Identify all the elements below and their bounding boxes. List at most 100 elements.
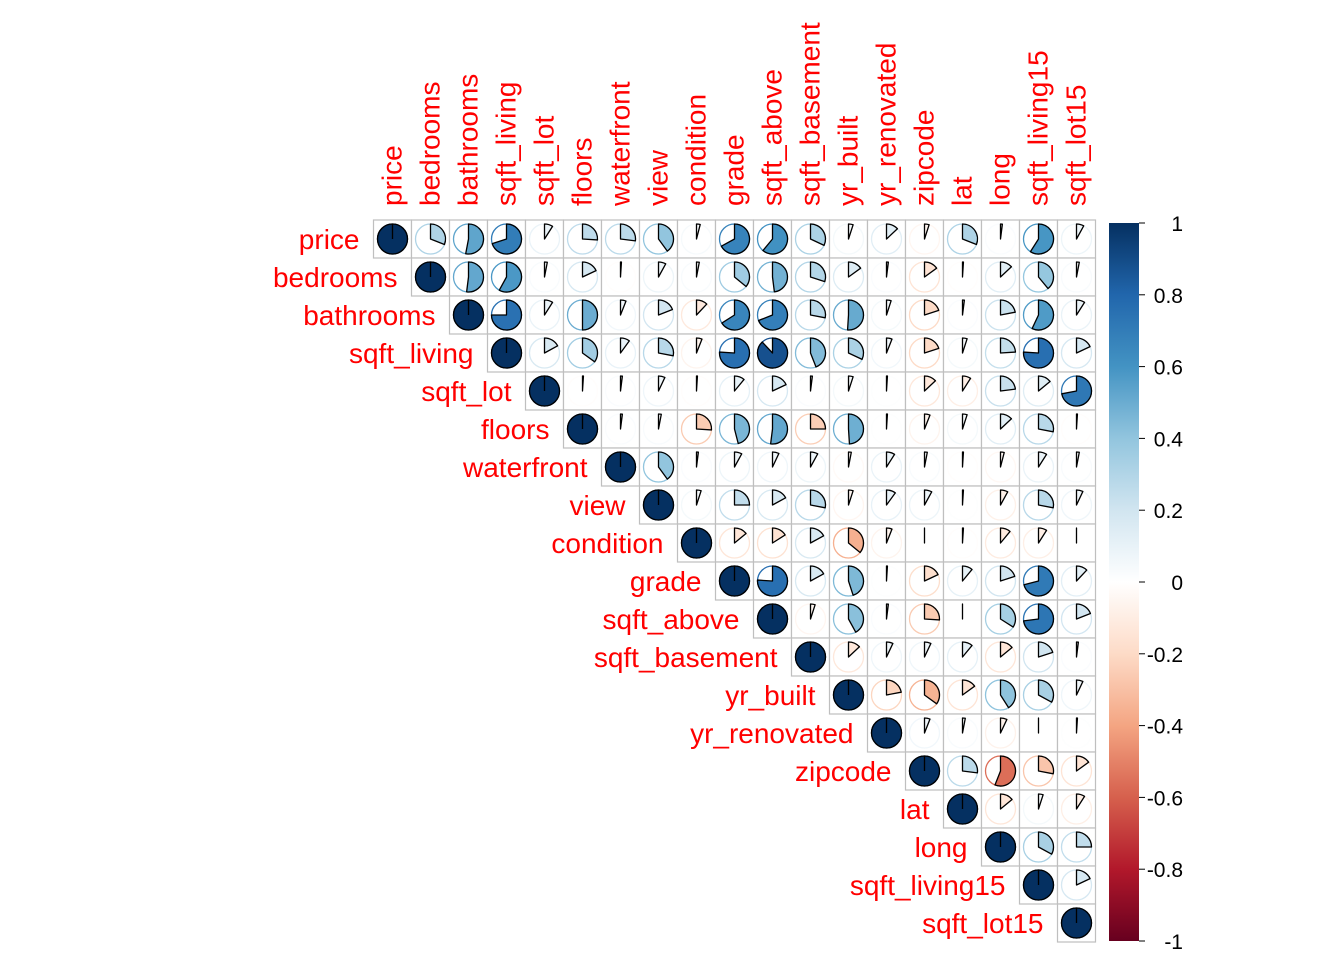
column-label-long: long [985,153,1016,206]
pie-waterfront-waterfront [604,451,637,483]
row-label-zipcode: zipcode [795,756,892,787]
pie-bathrooms-yr_renovated [870,299,903,331]
pie-price-sqft_lot15 [1060,223,1093,255]
pie-bedrooms-sqft_lot15 [1060,261,1093,293]
row-label-grade: grade [630,566,702,597]
pie-bathrooms-sqft_living [490,299,523,331]
pie-yr_renovated-long [984,717,1017,749]
pie-sqft_living15-sqft_living15 [1022,869,1055,901]
pie-price-sqft_above [756,223,789,255]
pie-waterfront-yr_renovated [870,451,903,483]
pie-grade-long [984,565,1017,597]
pie-bathrooms-sqft_above [756,299,789,331]
pie-grade-sqft_living15 [1022,565,1055,597]
pie-bedrooms-bathrooms [452,261,485,293]
pie-waterfront-sqft_living15 [1022,451,1055,483]
row-label-price: price [299,224,360,255]
pie-price-view [642,223,675,255]
pie-sqft_basement-zipcode [908,641,941,673]
column-label-condition: condition [681,94,712,206]
colorbar-tick-label: 0.4 [1154,428,1184,451]
pie-bathrooms-yr_built [832,299,865,331]
pie-sqft_lot-condition [680,375,713,407]
pie-price-zipcode [908,223,941,255]
pie-waterfront-zipcode [908,451,941,483]
color-legend: 1 0.8 0.6 0.4 0.2 0 -0.2 -0.4 -0.6 -0.8 -1 [1109,213,1183,954]
pie-condition-sqft_basement [794,527,827,559]
pie-zipcode-sqft_living15 [1022,755,1055,787]
pie-sqft_living-condition [680,337,713,369]
row-label-yr_renovated: yr_renovated [690,718,853,749]
pie-price-bedrooms [414,223,447,255]
pie-condition-sqft_living15 [1022,527,1055,559]
pie-sqft_above-yr_built [832,603,865,635]
pie-grade-sqft_basement [794,565,827,597]
pie-bathrooms-view [642,299,675,331]
column-label-yr_renovated: yr_renovated [871,43,902,206]
pie-grade-lat [946,565,979,597]
row-label-lat: lat [900,794,930,825]
pie-sqft_basement-sqft_basement [794,641,827,673]
pie-yr_renovated-zipcode [908,717,941,749]
colorbar-tick-label: 0 [1171,572,1183,595]
pie-zipcode-long [984,755,1017,787]
row-labels: price bedrooms bathrooms sqft_living sqft_lo… [273,224,1044,939]
pie-yr_built-sqft_lot15 [1060,679,1093,711]
pie-sqft_lot-yr_renovated [870,375,903,407]
pie-waterfront-yr_built [832,451,865,483]
pie-sqft_living-floors [566,337,599,369]
pie-price-bathrooms [452,223,485,255]
pie-grade-yr_renovated [870,565,903,597]
colorbar-tick-label: -0.8 [1147,859,1183,882]
pie-view-grade [718,489,751,521]
column-label-price: price [377,145,408,206]
pie-sqft_living-lat [946,337,979,369]
pie-sqft_basement-lat [946,641,979,673]
pie-grade-sqft_above [756,565,789,597]
pie-price-price [376,223,409,255]
pie-sqft_basement-sqft_lot15 [1060,641,1093,673]
column-label-bathrooms: bathrooms [453,74,484,206]
pie-sqft_basement-yr_built [832,641,865,673]
pie-waterfront-lat [946,451,979,483]
pie-sqft_lot-yr_built [832,375,865,407]
pie-condition-sqft_above [756,527,789,559]
pie-sqft_lot-sqft_lot [528,375,561,407]
pie-bathrooms-bathrooms [452,299,485,331]
pie-price-condition [680,223,713,255]
pie-view-sqft_basement [794,489,827,521]
pie-bathrooms-grade [718,299,751,331]
pie-sqft_lot-lat [946,375,979,407]
column-label-sqft_lot15: sqft_lot15 [1061,85,1092,206]
pie-condition-lat [946,527,979,559]
pie-view-yr_built [832,489,865,521]
pie-bedrooms-lat [946,261,979,293]
pie-sqft_living-sqft_lot [528,337,561,369]
row-label-sqft_living15: sqft_living15 [850,870,1006,901]
pie-condition-grade [718,527,751,559]
pie-waterfront-sqft_above [756,451,789,483]
pie-waterfront-grade [718,451,751,483]
column-label-bedrooms: bedrooms [415,81,446,206]
pie-price-waterfront [604,223,637,255]
pie-bathrooms-waterfront [604,299,637,331]
pie-condition-zipcode [908,527,941,559]
pie-sqft_living-sqft_above [756,337,789,369]
pie-grade-sqft_lot15 [1060,565,1093,597]
pie-bedrooms-zipcode [908,261,941,293]
pie-waterfront-condition [680,451,713,483]
row-label-long: long [915,832,968,863]
pie-sqft_above-lat [946,603,979,635]
pie-long-sqft_lot15 [1060,831,1093,863]
pie-sqft_living-sqft_living [490,337,523,369]
pie-price-yr_renovated [870,223,903,255]
colorbar-tick-label: -0.6 [1147,787,1183,810]
pie-waterfront-long [984,451,1017,483]
pie-sqft_above-zipcode [908,603,941,635]
pie-floors-grade [718,413,751,445]
pie-price-grade [718,223,751,255]
pie-grade-zipcode [908,565,941,597]
row-label-yr_built: yr_built [725,680,815,711]
pie-bedrooms-grade [718,261,751,293]
